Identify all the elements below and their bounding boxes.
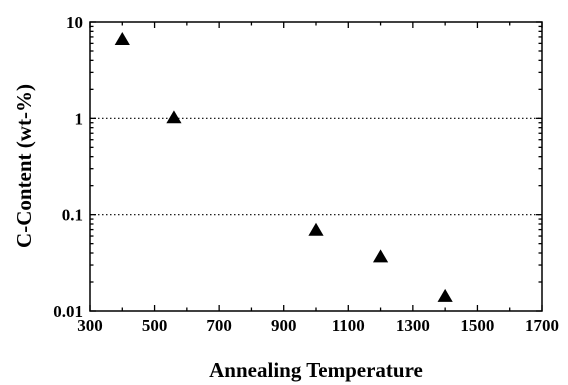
y-tick-labels: 0.01 0.1 1 10 bbox=[53, 13, 83, 321]
x-tick-label-1: 500 bbox=[142, 316, 168, 335]
data-point-0-2 bbox=[308, 222, 324, 236]
data-point-0-0 bbox=[114, 32, 130, 45]
x-tick-label-3: 900 bbox=[271, 316, 297, 335]
y-tick-label-2: 1 bbox=[75, 109, 84, 128]
x-tick-label-5: 1300 bbox=[396, 316, 430, 335]
data-points bbox=[114, 32, 453, 302]
data-point-0-4 bbox=[437, 288, 453, 302]
data-point-0-1 bbox=[166, 110, 182, 124]
grid-lines bbox=[90, 117, 542, 216]
x-tick-label-7: 1700 bbox=[525, 316, 559, 335]
data-point-0-3 bbox=[372, 249, 389, 263]
plot-frame bbox=[89, 21, 543, 312]
x-tick-label-0: 300 bbox=[77, 316, 103, 335]
x-tick-label-6: 1500 bbox=[460, 316, 494, 335]
x-tick-label-4: 1100 bbox=[332, 316, 365, 335]
x-tick-label-2: 700 bbox=[206, 316, 232, 335]
x-axis-label: Annealing Temperature bbox=[209, 358, 423, 382]
axis-ticks bbox=[89, 21, 543, 312]
x-tick-labels: 300 500 700 900 1100 1300 1500 1700 bbox=[77, 316, 559, 335]
y-tick-label-0: 0.01 bbox=[53, 302, 83, 321]
y-axis-label: C-Content (wt-%) bbox=[12, 84, 36, 248]
y-tick-label-1: 0.1 bbox=[62, 206, 83, 225]
y-tick-label-3: 10 bbox=[66, 13, 83, 32]
